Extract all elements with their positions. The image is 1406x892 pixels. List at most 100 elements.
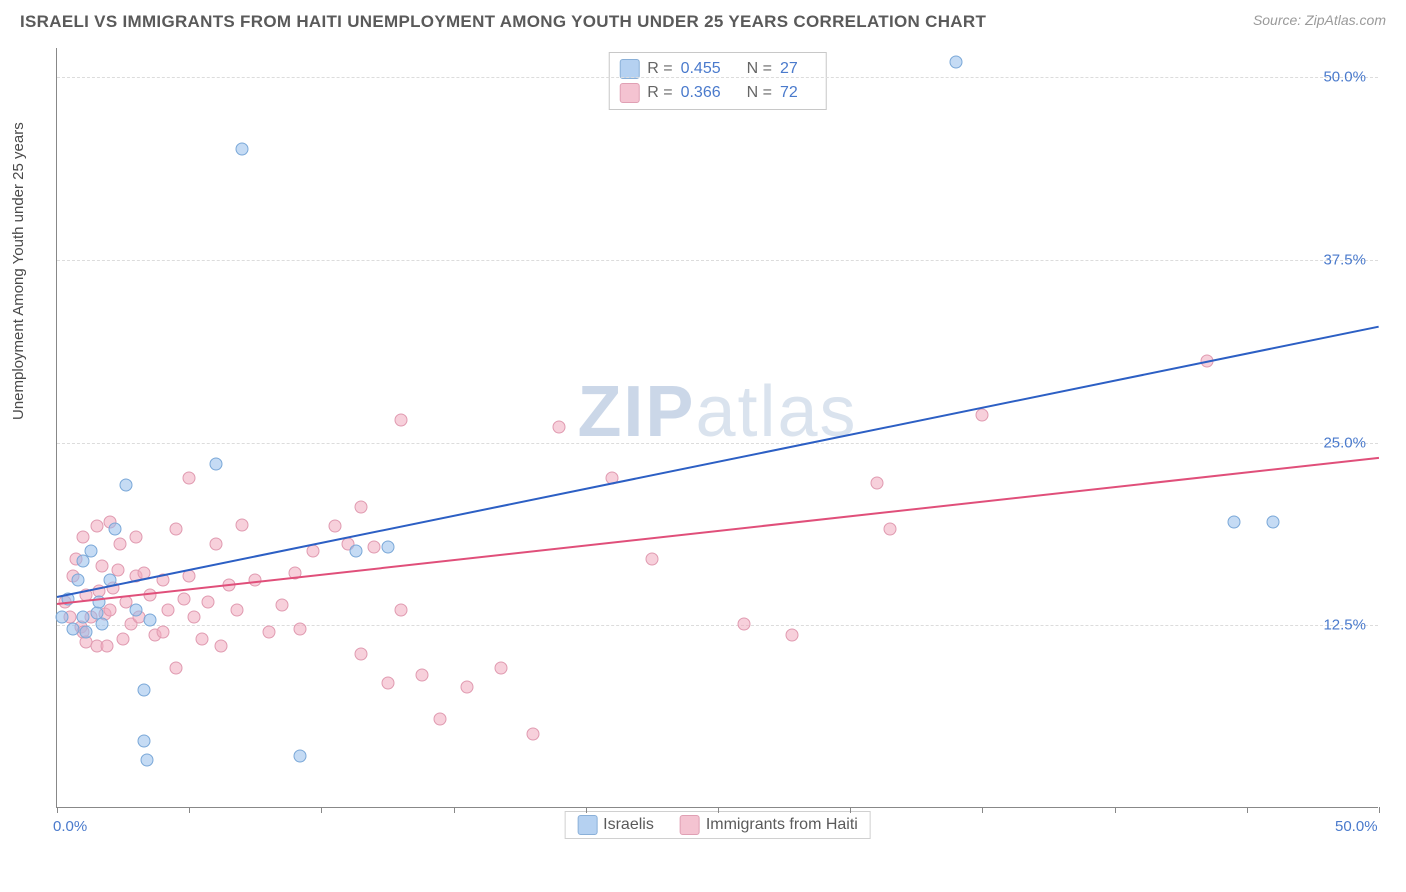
stat-n-israelis: 27	[780, 60, 798, 78]
data-point	[80, 625, 93, 638]
data-point	[77, 611, 90, 624]
data-point	[177, 593, 190, 606]
data-point	[368, 540, 381, 553]
data-point	[156, 625, 169, 638]
data-point	[90, 520, 103, 533]
data-point	[183, 472, 196, 485]
data-point	[130, 603, 143, 616]
x-tick	[850, 807, 851, 813]
data-point	[460, 681, 473, 694]
source-attribution: Source: ZipAtlas.com	[1253, 12, 1386, 28]
gridline	[57, 77, 1378, 78]
x-tick	[1379, 807, 1380, 813]
x-tick	[718, 807, 719, 813]
x-tick	[189, 807, 190, 813]
data-point	[196, 632, 209, 645]
trendline-israelis	[57, 326, 1379, 598]
legend: Israelis Immigrants from Haiti	[564, 811, 871, 839]
swatch-haiti-icon	[619, 83, 639, 103]
data-point	[883, 523, 896, 536]
data-point	[262, 625, 275, 638]
data-point	[209, 457, 222, 470]
y-tick-label: 37.5%	[1323, 251, 1366, 268]
data-point	[66, 622, 79, 635]
legend-item-haiti: Immigrants from Haiti	[680, 815, 858, 835]
data-point	[119, 479, 132, 492]
data-point	[495, 662, 508, 675]
y-axis-label: Unemployment Among Youth under 25 years	[10, 122, 27, 420]
watermark-bold: ZIP	[577, 372, 695, 452]
gridline	[57, 625, 1378, 626]
data-point	[355, 647, 368, 660]
data-point	[162, 603, 175, 616]
data-point	[236, 143, 249, 156]
data-point	[72, 574, 85, 587]
data-point	[138, 735, 151, 748]
data-point	[526, 727, 539, 740]
data-point	[381, 540, 394, 553]
stats-row-haiti: R = 0.366 N = 72	[619, 81, 816, 105]
data-point	[169, 523, 182, 536]
data-point	[307, 545, 320, 558]
x-tick	[982, 807, 983, 813]
legend-label-israelis: Israelis	[603, 816, 654, 834]
data-point	[101, 640, 114, 653]
stat-r-label: R =	[647, 60, 672, 78]
data-point	[434, 713, 447, 726]
x-tick-label: 50.0%	[1335, 818, 1378, 835]
data-point	[786, 628, 799, 641]
data-point	[114, 537, 127, 550]
legend-swatch-israelis-icon	[577, 815, 597, 835]
x-tick-label: 0.0%	[53, 818, 87, 835]
data-point	[949, 55, 962, 68]
data-point	[209, 537, 222, 550]
x-tick	[1115, 807, 1116, 813]
data-point	[553, 421, 566, 434]
x-tick	[586, 807, 587, 813]
data-point	[85, 545, 98, 558]
data-point	[294, 622, 307, 635]
data-point	[355, 501, 368, 514]
data-point	[130, 530, 143, 543]
legend-item-israelis: Israelis	[577, 815, 654, 835]
data-point	[109, 523, 122, 536]
data-point	[394, 413, 407, 426]
data-point	[381, 676, 394, 689]
stat-r-label2: R =	[647, 84, 672, 102]
data-point	[294, 749, 307, 762]
swatch-israelis-icon	[619, 59, 639, 79]
data-point	[95, 559, 108, 572]
data-point	[138, 684, 151, 697]
y-tick-label: 25.0%	[1323, 434, 1366, 451]
y-tick-label: 12.5%	[1323, 617, 1366, 634]
watermark-light: atlas	[695, 372, 857, 452]
data-point	[143, 613, 156, 626]
data-point	[117, 632, 130, 645]
stat-n-label: N =	[747, 60, 772, 78]
data-point	[103, 603, 116, 616]
data-point	[188, 611, 201, 624]
data-point	[645, 552, 658, 565]
legend-label-haiti: Immigrants from Haiti	[706, 816, 858, 834]
x-tick	[1247, 807, 1248, 813]
data-point	[738, 618, 751, 631]
data-point	[328, 520, 341, 533]
stat-r-haiti: 0.366	[681, 84, 721, 102]
data-point	[976, 409, 989, 422]
data-point	[95, 618, 108, 631]
data-point	[214, 640, 227, 653]
gridline	[57, 260, 1378, 261]
y-tick-label: 50.0%	[1323, 69, 1366, 86]
data-point	[169, 662, 182, 675]
data-point	[1227, 516, 1240, 529]
data-point	[275, 599, 288, 612]
x-tick	[454, 807, 455, 813]
data-point	[56, 611, 69, 624]
stats-legend-box: R = 0.455 N = 27 R = 0.366 N = 72	[608, 52, 827, 110]
data-point	[1267, 516, 1280, 529]
scatter-chart: ZIPatlas R = 0.455 N = 27 R = 0.366 N = …	[56, 48, 1378, 808]
stat-n-label2: N =	[747, 84, 772, 102]
data-point	[394, 603, 407, 616]
stat-r-israelis: 0.455	[681, 60, 721, 78]
data-point	[201, 596, 214, 609]
